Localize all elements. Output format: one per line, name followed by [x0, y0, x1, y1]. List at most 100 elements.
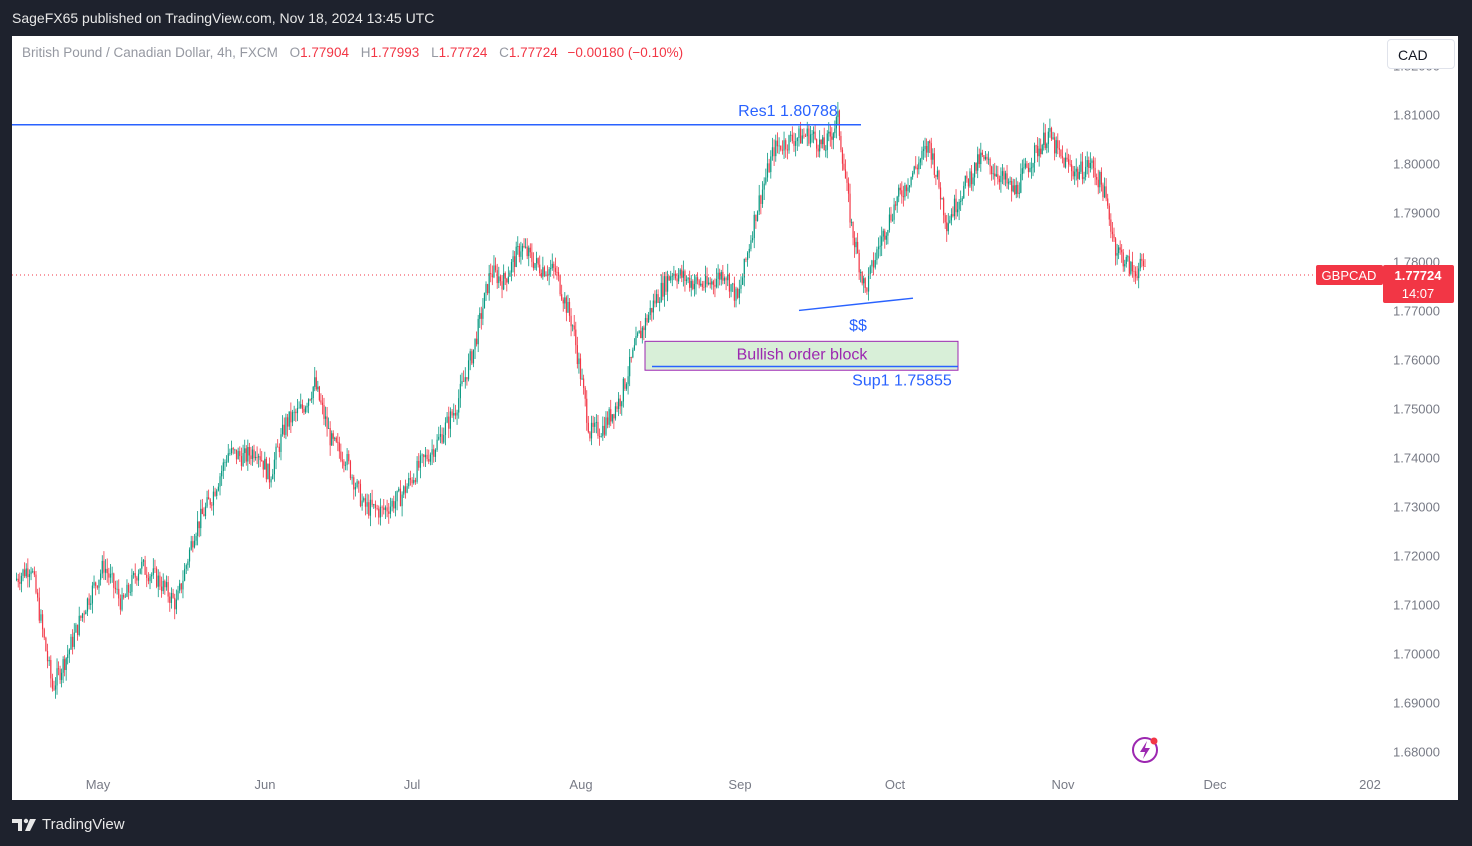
candle: [866, 287, 868, 295]
candle-body: [1038, 148, 1040, 157]
candle-body: [828, 131, 830, 134]
x-tick-label: Aug: [569, 777, 592, 792]
candle-body: [40, 614, 42, 621]
candle-body: [1032, 162, 1034, 168]
candle-body: [443, 435, 445, 443]
candle-body: [1125, 256, 1127, 265]
candle: [67, 644, 69, 665]
candle: [698, 279, 700, 289]
candle-body: [537, 258, 539, 265]
candle: [381, 505, 383, 517]
candle-body: [149, 576, 151, 582]
candle-body: [610, 409, 612, 422]
tradingview-logo[interactable]: TradingView: [12, 816, 125, 833]
candle: [841, 147, 844, 171]
candle: [771, 137, 774, 161]
candle: [879, 235, 881, 257]
currency-button[interactable]: CAD: [1387, 39, 1455, 69]
candle-body: [373, 504, 375, 506]
candle: [142, 558, 145, 567]
price-tag-value: 1.77724: [1395, 268, 1443, 283]
candle-body: [927, 141, 929, 153]
candle-body: [1080, 161, 1082, 172]
candle: [711, 278, 713, 290]
candle-body: [493, 265, 495, 278]
candle: [448, 406, 450, 439]
candle: [456, 409, 458, 425]
candle-body: [296, 407, 299, 414]
candle: [595, 414, 597, 434]
candle-body: [1069, 164, 1071, 166]
candle: [394, 491, 397, 517]
candle-body: [86, 598, 89, 612]
candle: [128, 582, 130, 600]
candle-body: [221, 470, 223, 477]
candle-body: [501, 281, 503, 290]
candle-body: [835, 117, 837, 129]
candle-body: [258, 456, 260, 458]
candle-body: [556, 271, 558, 273]
candle: [1122, 248, 1124, 272]
candle-body: [43, 629, 45, 638]
candle-body: [885, 235, 887, 240]
liquidity-line: [798, 297, 914, 312]
candle: [796, 137, 798, 151]
candle-body: [165, 582, 168, 588]
candle: [877, 237, 880, 259]
candle-body: [453, 413, 455, 416]
candle-body: [273, 459, 275, 475]
chart-canvas[interactable]: Res1 1.80788 $$ Bullish order block Sup1 1.…: [12, 36, 1458, 800]
candle-body: [790, 134, 792, 136]
candle: [65, 657, 67, 681]
candle: [572, 324, 574, 332]
x-tick-label: Oct: [885, 777, 906, 792]
candle-body: [678, 274, 680, 282]
candle: [949, 215, 951, 224]
y-tick-label: 1.74000: [1393, 450, 1440, 465]
candle: [1110, 213, 1112, 239]
candle: [170, 587, 173, 609]
candle: [775, 134, 777, 162]
candle-body: [579, 358, 582, 380]
candle: [309, 398, 311, 402]
candle: [981, 149, 983, 158]
candle: [537, 257, 539, 268]
candle-body: [711, 281, 713, 285]
price-tag-bg: [1383, 264, 1454, 303]
candle: [167, 576, 169, 603]
candle-body: [915, 166, 917, 168]
candle-body: [132, 573, 135, 576]
candle-body: [986, 156, 988, 160]
candle-body: [671, 275, 673, 277]
candle-body: [771, 147, 774, 157]
candle: [28, 569, 31, 588]
candle: [747, 251, 749, 267]
candle-body: [1086, 160, 1088, 167]
candle: [80, 615, 82, 621]
candle: [353, 474, 355, 500]
candle: [182, 570, 184, 599]
candle: [83, 610, 85, 623]
candle-body: [479, 313, 481, 319]
candle: [121, 587, 123, 612]
candle-body: [22, 569, 24, 576]
candle-body: [673, 273, 675, 276]
candle-body: [272, 474, 274, 480]
candle-body: [389, 506, 392, 514]
candle-body: [275, 446, 277, 460]
candle: [592, 415, 594, 434]
candle: [584, 385, 586, 407]
candle: [540, 269, 542, 279]
candle-body: [922, 149, 925, 151]
candle-body: [506, 278, 508, 283]
candle: [997, 165, 999, 185]
candle-body: [974, 162, 976, 178]
candle-body: [426, 454, 428, 460]
y-tick-label: 1.79000: [1393, 205, 1440, 220]
candle: [835, 115, 837, 139]
candle: [984, 151, 987, 161]
chart-pane[interactable]: Res1 1.80788 $$ Bullish order block Sup1 1.…: [12, 36, 1458, 800]
candle-body: [232, 448, 234, 450]
candle: [273, 452, 275, 482]
y-tick-label: 1.81000: [1393, 107, 1440, 122]
